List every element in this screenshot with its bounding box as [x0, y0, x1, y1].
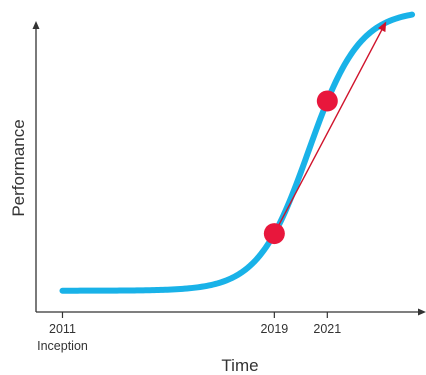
highlight-points — [263, 90, 338, 245]
highlight-point — [316, 90, 338, 112]
x-tick-sublabel: Inception — [37, 339, 88, 353]
x-tick-label: 2011 — [49, 322, 76, 336]
x-tick-label: 2021 — [313, 322, 341, 336]
arrow-layer — [273, 21, 387, 234]
trend-arrow — [273, 21, 387, 234]
series-layer — [59, 11, 416, 294]
y-axis-arrow-icon — [32, 21, 40, 29]
x-axis-title: Time — [221, 356, 258, 375]
highlight-point — [263, 223, 285, 245]
x-ticks: 2011 Inception 2019 2021 — [37, 312, 341, 353]
performance-curve — [59, 11, 416, 294]
y-axis-title: Performance — [9, 119, 28, 216]
x-tick-label: 2019 — [260, 322, 288, 336]
x-axis-arrow-icon — [418, 308, 426, 316]
